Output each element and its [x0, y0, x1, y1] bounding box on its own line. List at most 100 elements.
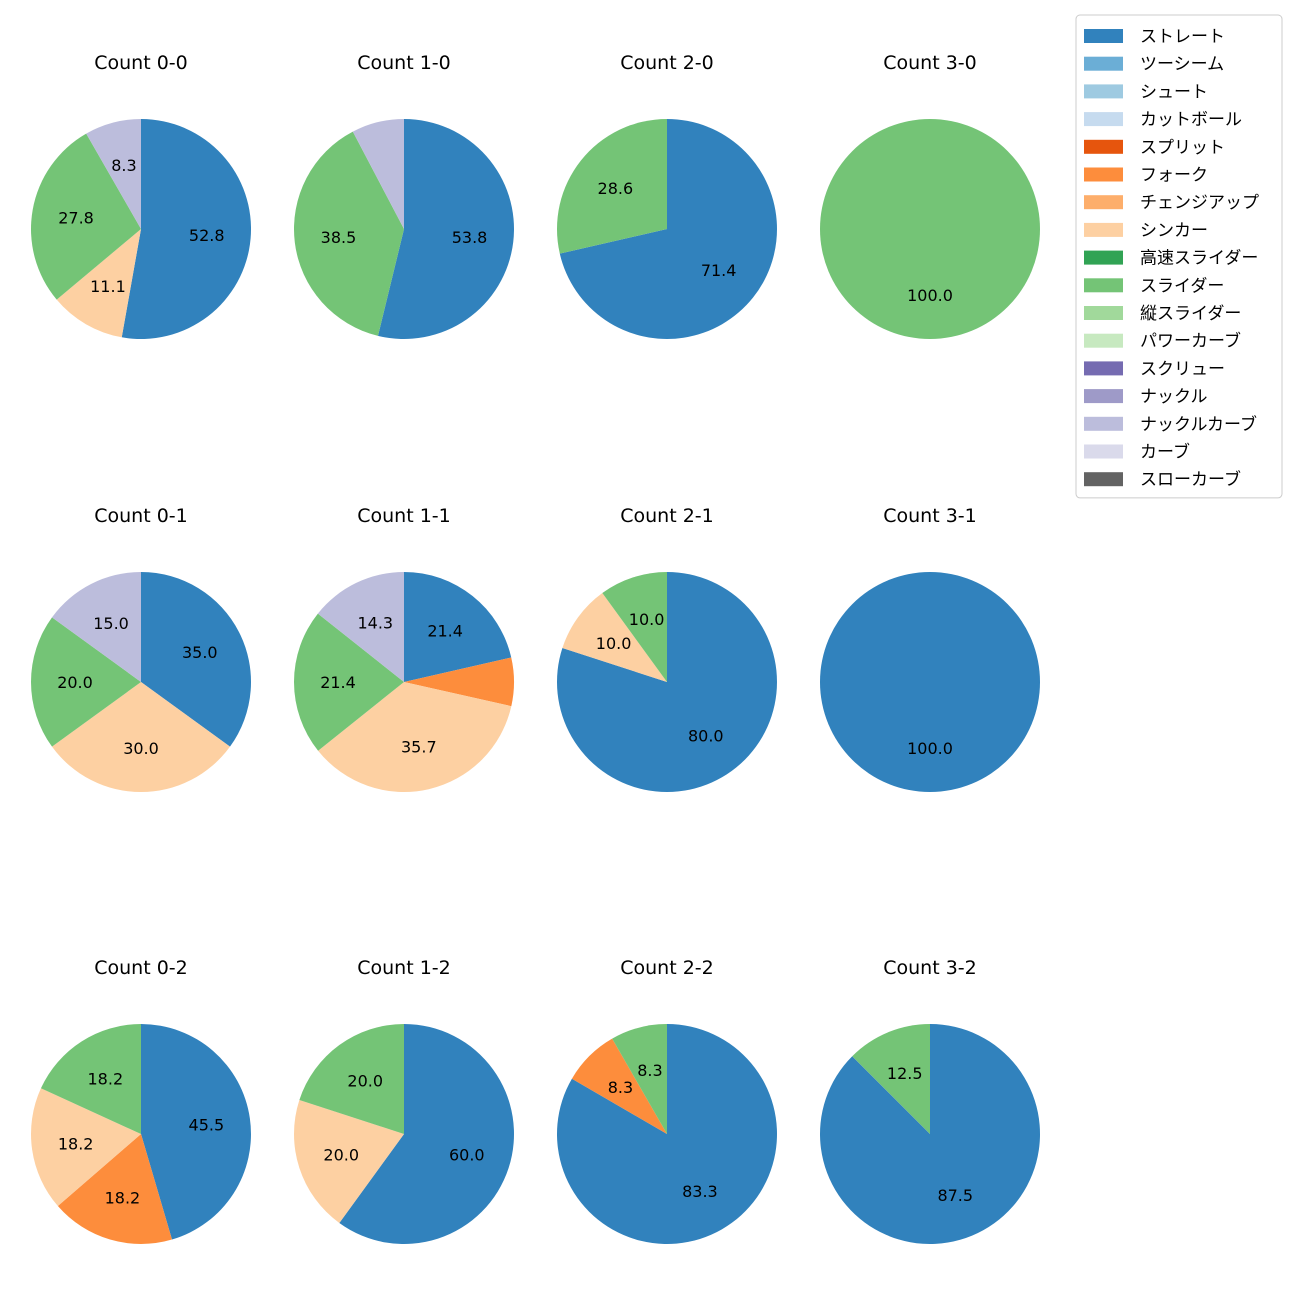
pie: Count 2-1 80.0 10.0 10.0	[556, 505, 777, 792]
slice-label: 21.4	[427, 621, 463, 640]
legend-label: スライダー	[1140, 276, 1224, 296]
pie-slice	[293, 1100, 404, 1223]
legend-swatch	[1084, 306, 1123, 320]
slice-label: 28.6	[598, 179, 634, 198]
pie-slice	[339, 1024, 514, 1244]
pie-slice	[294, 613, 404, 751]
slice-label: 27.8	[58, 208, 94, 227]
pie-slice	[820, 572, 1040, 792]
legend-swatch	[1084, 389, 1123, 404]
legend-swatch	[1084, 472, 1123, 487]
slice-label: 45.5	[189, 1116, 225, 1135]
pie-slice	[571, 1038, 667, 1134]
slice-label: 18.2	[88, 1069, 124, 1088]
legend-swatch	[1084, 444, 1123, 459]
pie-slice	[602, 572, 667, 682]
legend-label: 高速スライダー	[1140, 249, 1258, 269]
legend-swatch	[1084, 112, 1123, 127]
legend-label: カットボール	[1140, 110, 1242, 130]
pie-slice	[377, 119, 515, 339]
pie: Count 1-1 21.4 35.7 21.4 14.3	[294, 505, 515, 793]
pie: Count 3-0 100.0	[820, 52, 1040, 339]
slice-label: 20.0	[323, 1145, 359, 1164]
pie: Count 2-0 71.4 28.6	[556, 52, 777, 339]
slice-label: 8.3	[111, 156, 136, 175]
legend-label: ツーシーム	[1140, 55, 1224, 75]
pie-slice	[852, 1024, 930, 1134]
slice-label: 10.0	[596, 634, 632, 653]
pie-slice	[86, 118, 141, 229]
pie-title: Count 1-1	[357, 505, 451, 527]
legend-label: シンカー	[1140, 221, 1208, 241]
legend-swatch	[1084, 139, 1123, 154]
slice-label: 15.0	[93, 614, 129, 633]
pie-slice	[612, 1024, 667, 1134]
pie: Count 2-2 83.3 8.38.3	[556, 957, 777, 1244]
pie-slice	[404, 657, 515, 707]
pie-slice	[352, 119, 404, 229]
legend-label: ナックルカーブ	[1140, 414, 1257, 435]
legend-label: カーブ	[1140, 442, 1190, 463]
slice-label: 18.2	[105, 1188, 141, 1207]
pie-slice	[30, 617, 142, 747]
pie-slice	[31, 1088, 141, 1207]
legend-label: パワーカーブ	[1140, 331, 1241, 352]
legend-swatch	[1084, 222, 1123, 237]
legend-swatch	[1084, 361, 1123, 376]
pie: Count 3-2 87.5 12.5	[820, 957, 1041, 1244]
legend-label: 縦スライダー	[1140, 304, 1241, 324]
pie-slice	[318, 682, 512, 793]
slice-label: 8.3	[608, 1078, 633, 1097]
slice-label: 18.2	[58, 1134, 94, 1153]
pie-slice	[52, 572, 142, 682]
slice-label: 52.8	[189, 226, 225, 245]
pie: Count 3-1 100.0	[820, 505, 1040, 792]
slice-label: 10.0	[629, 610, 665, 629]
pie: Count 0-1 35.0 30.0 20.0 15.0	[30, 505, 252, 793]
slice-label: 20.0	[57, 673, 93, 692]
legend-label: スクリュー	[1140, 359, 1225, 379]
slice-label: 11.1	[90, 277, 126, 296]
pie: Count 1-2 60.0 20.0 20.0	[293, 957, 514, 1244]
slice-label: 21.4	[320, 673, 356, 692]
slice-label: 87.5	[937, 1186, 973, 1205]
legend-label: フォーク	[1140, 166, 1208, 186]
pie-title: Count 0-2	[94, 957, 188, 979]
slice-label: 100.0	[907, 739, 953, 758]
slice-label: 38.5	[321, 228, 357, 247]
pie-slice	[121, 119, 252, 340]
slice-label: 53.8	[452, 228, 488, 247]
slice-label: 60.0	[449, 1145, 485, 1164]
pie-slice	[404, 572, 512, 682]
legend-swatch	[1084, 333, 1123, 348]
legend-label: ストレート	[1140, 27, 1225, 47]
pie-slice	[820, 119, 1040, 339]
slice-label: 14.3	[357, 614, 393, 633]
legend-swatch	[1084, 416, 1123, 431]
pie-title: Count 3-2	[883, 957, 977, 979]
slice-label: 35.7	[401, 737, 437, 756]
pie-slice	[141, 572, 252, 747]
pie-slice	[31, 133, 141, 300]
legend-label: スローカーブ	[1140, 469, 1241, 490]
pie-title: Count 2-0	[620, 52, 714, 74]
pie-slice	[317, 572, 404, 682]
legend-swatch	[1084, 167, 1123, 182]
legend: ストレートツーシームシュートカットボールスプリットフォークチェンジアップシンカー…	[1075, 14, 1283, 499]
pie-title: Count 3-1	[883, 505, 977, 527]
legend-swatch	[1084, 29, 1123, 43]
pie-title: Count 1-2	[357, 957, 451, 979]
pie: Count 0-0 52.8 11.1 27.8 8.3	[31, 52, 252, 340]
slice-label: 30.0	[123, 739, 159, 758]
legend-label: シュート	[1140, 82, 1208, 102]
legend-swatch	[1084, 84, 1123, 99]
legend-swatch	[1084, 56, 1123, 71]
pie-title: Count 0-1	[94, 505, 188, 527]
pie-slice	[556, 572, 777, 792]
slice-label: 80.0	[688, 726, 724, 745]
pie-slice	[562, 593, 667, 682]
pie: Count 1-0 53.8 38.5	[293, 52, 515, 339]
pie-title: Count 2-2	[620, 957, 714, 979]
legend-swatch	[1084, 278, 1123, 293]
